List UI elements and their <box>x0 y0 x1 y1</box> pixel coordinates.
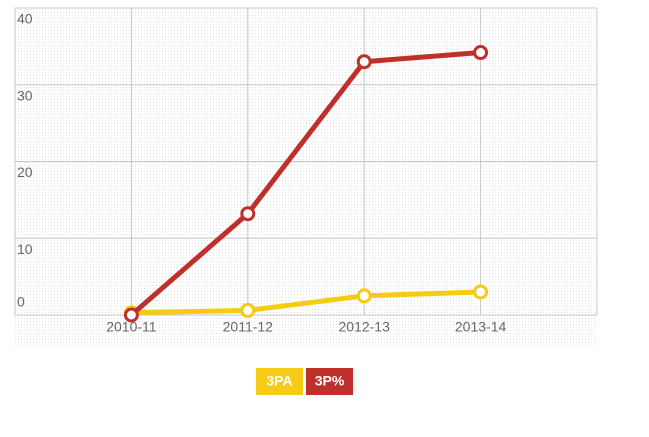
data-point <box>473 284 489 300</box>
data-point <box>123 307 139 323</box>
series-line <box>129 50 481 317</box>
data-point <box>473 45 489 61</box>
legend-label: 3PA <box>266 373 292 389</box>
y-tick-label: 10 <box>17 241 33 257</box>
legend-swatch <box>256 368 303 395</box>
x-tick-label: 2011-12 <box>223 319 274 335</box>
data-point <box>240 206 256 222</box>
y-tick-label: 30 <box>17 87 33 103</box>
x-tick-label: 2010-11 <box>106 319 157 335</box>
x-tick-label: 2013-14 <box>455 319 507 335</box>
series-line <box>131 289 481 316</box>
plot-background <box>15 8 597 346</box>
legend-label: 3P% <box>315 373 345 389</box>
x-tick-label: 2012-13 <box>339 319 391 335</box>
data-point <box>356 288 372 304</box>
legend-swatch <box>306 368 353 395</box>
data-point <box>356 54 372 70</box>
data-point <box>240 302 256 318</box>
y-tick-label: 20 <box>17 164 33 180</box>
y-tick-label: 0 <box>17 294 25 310</box>
y-tick-label: 40 <box>17 11 33 27</box>
